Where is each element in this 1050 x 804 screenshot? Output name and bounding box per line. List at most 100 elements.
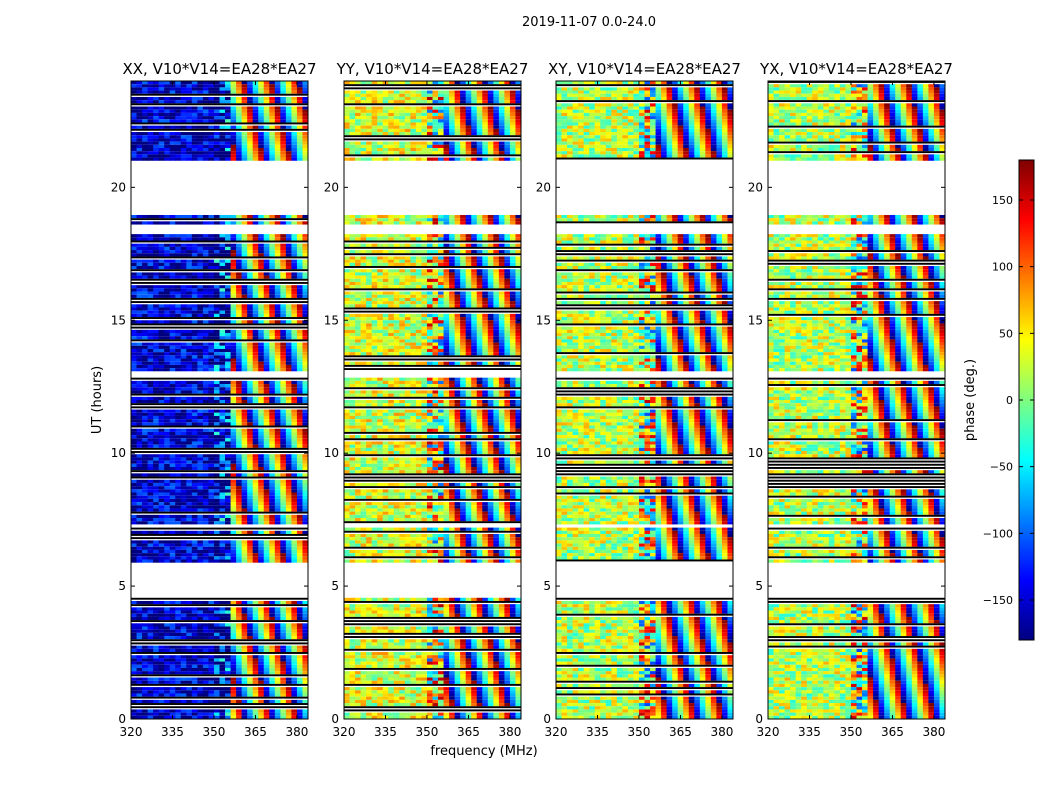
- heat-cell: [170, 429, 176, 432]
- heat-cell: [153, 148, 159, 151]
- heat-cell: [275, 234, 281, 237]
- heat-cell: [137, 457, 143, 460]
- heat-cell: [175, 662, 181, 665]
- heat-cell: [236, 531, 242, 534]
- heat-cell: [214, 429, 220, 432]
- heat-cell: [488, 110, 494, 113]
- heat-cell: [455, 256, 461, 259]
- heat-cell: [214, 693, 220, 696]
- heat-cell: [220, 521, 226, 524]
- heat-cell: [186, 521, 192, 524]
- heat-cell: [208, 461, 214, 464]
- heat-cell: [399, 256, 405, 259]
- heat-cell: [231, 330, 237, 333]
- heat-cell: [220, 611, 226, 614]
- heat-cell: [137, 250, 143, 253]
- heat-cell: [181, 311, 187, 314]
- heat-cell: [275, 496, 281, 499]
- heat-cell: [350, 260, 356, 263]
- heat-cell: [297, 499, 303, 502]
- heat-cell: [220, 630, 226, 633]
- heat-cell: [291, 135, 297, 138]
- flag-line: [344, 103, 521, 105]
- heat-cell: [286, 493, 292, 496]
- heat-cell: [192, 138, 198, 141]
- heat-cell: [504, 218, 510, 221]
- heat-cell: [225, 658, 231, 661]
- heat-cell: [186, 518, 192, 521]
- heat-cell: [220, 263, 226, 266]
- heat-cell: [280, 556, 286, 559]
- heat-cell: [220, 107, 226, 110]
- heat-cell: [280, 355, 286, 358]
- heat-cell: [142, 668, 148, 671]
- heat-cell: [269, 671, 275, 674]
- heat-cell: [197, 646, 203, 649]
- heat-cell: [242, 91, 248, 94]
- heat-cell: [377, 215, 383, 218]
- heat-cell: [427, 158, 433, 161]
- heat-cell: [181, 467, 187, 470]
- heat-cell: [137, 272, 143, 275]
- heat-cell: [286, 505, 292, 508]
- heat-cell: [247, 110, 253, 113]
- heat-cell: [377, 151, 383, 154]
- heat-cell: [499, 100, 505, 103]
- heat-cell: [231, 658, 237, 661]
- heat-cell: [286, 713, 292, 716]
- heat-cell: [258, 320, 264, 323]
- heat-cell: [181, 410, 187, 413]
- heat-cell: [170, 244, 176, 247]
- heat-cell: [510, 107, 516, 110]
- heat-cell: [247, 623, 253, 626]
- heat-cell: [159, 400, 165, 403]
- heat-cell: [225, 311, 231, 314]
- heat-cell: [231, 556, 237, 559]
- heat-cell: [220, 681, 226, 684]
- heat-cell: [197, 416, 203, 419]
- heat-cell: [236, 368, 242, 371]
- heat-cell: [231, 132, 237, 135]
- heat-cell: [416, 244, 422, 247]
- heat-cell: [449, 244, 455, 247]
- heat-cell: [444, 215, 450, 218]
- heat-cell: [192, 250, 198, 253]
- heat-cell: [220, 359, 226, 362]
- heat-cell: [159, 292, 165, 295]
- heat-cell: [275, 681, 281, 684]
- heat-cell: [164, 365, 170, 368]
- heat-cell: [137, 646, 143, 649]
- heat-cell: [269, 550, 275, 553]
- heat-cell: [208, 454, 214, 457]
- heat-cell: [181, 365, 187, 368]
- heat-cell: [482, 142, 488, 145]
- heat-cell: [164, 119, 170, 122]
- heat-cell: [350, 97, 356, 100]
- heat-cell: [214, 97, 220, 100]
- heat-cell: [159, 649, 165, 652]
- heat-cell: [253, 665, 259, 668]
- heat-cell: [253, 100, 259, 103]
- heat-cell: [421, 97, 427, 100]
- heat-cell: [131, 346, 137, 349]
- heat-cell: [253, 445, 259, 448]
- heat-cell: [208, 521, 214, 524]
- heat-cell: [208, 626, 214, 629]
- heat-cell: [361, 122, 367, 125]
- heat-cell: [214, 441, 220, 444]
- heat-cell: [192, 352, 198, 355]
- heat-cell: [153, 480, 159, 483]
- heat-cell: [416, 94, 422, 97]
- heat-cell: [510, 145, 516, 148]
- heat-cell: [131, 330, 137, 333]
- heat-cell: [258, 413, 264, 416]
- heat-cell: [297, 154, 303, 157]
- heat-cell: [488, 237, 494, 240]
- heat-cell: [236, 285, 242, 288]
- heat-cell: [297, 295, 303, 298]
- heat-cell: [297, 311, 303, 314]
- heat-cell: [153, 658, 159, 661]
- heat-cell: [344, 234, 350, 237]
- heat-cell: [297, 496, 303, 499]
- heat-cell: [175, 132, 181, 135]
